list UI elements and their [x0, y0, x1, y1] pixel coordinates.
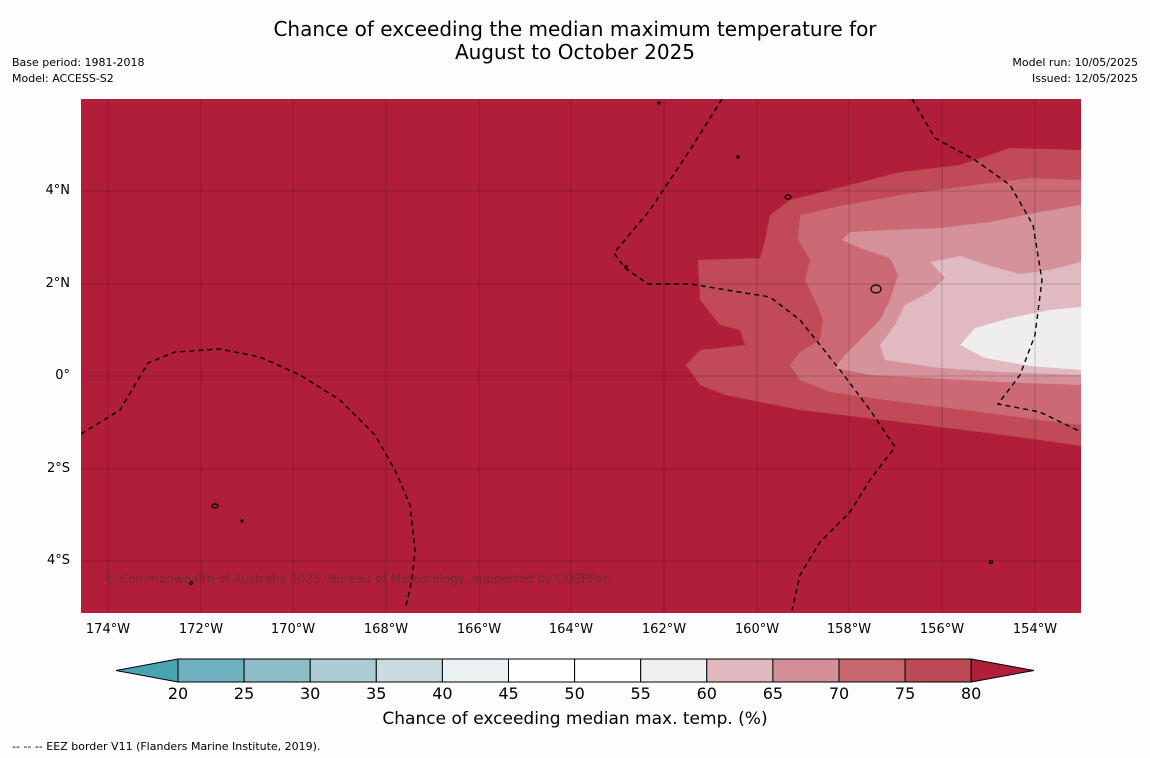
island-small-2: [211, 503, 219, 509]
lon-label-158w: 158°W: [826, 622, 872, 637]
lon-label-174w: 174°W: [85, 622, 131, 637]
eez-borders: [81, 99, 1081, 611]
colorbar-segment: [508, 658, 576, 683]
issued-date: Issued: 12/05/2025: [1031, 72, 1138, 85]
island-small-6: [188, 580, 194, 586]
lon-label-154w: 154°W: [1012, 622, 1058, 637]
colorbar-segment: [441, 658, 509, 683]
lon-label-170w: 170°W: [270, 622, 316, 637]
base-period: Base period: 1981-2018: [12, 56, 145, 69]
island-small-3: [736, 155, 740, 159]
lon-label-166w: 166°W: [456, 622, 502, 637]
island-small-8: [624, 265, 628, 269]
title-line-1: Chance of exceeding the median maximum t…: [273, 17, 877, 41]
eez-footnote: -- -- -- EEZ border V11 (Flanders Marine…: [12, 740, 321, 753]
colorbar-segment: [177, 658, 245, 683]
colorbar-title: Chance of exceeding median max. temp. (%…: [382, 709, 768, 729]
colorbar-segment: [243, 658, 311, 683]
model-run: Model run: 10/05/2025: [1012, 56, 1138, 69]
lon-label-168w: 168°W: [363, 622, 409, 637]
colorbar-tick-label: 80: [961, 684, 982, 703]
colorbar-tick-label: 60: [696, 684, 717, 703]
eez-border-east: [911, 99, 1081, 433]
issue-info: Model run: 10/05/2025 Issued: 12/05/2025: [1012, 55, 1138, 87]
colorbar-tick-label: 65: [762, 684, 784, 703]
lon-label-156w: 156°W: [919, 622, 965, 637]
title-line-2: August to October 2025: [454, 40, 696, 64]
colorbar-segment: [706, 658, 774, 683]
colorbar-tick-label: 50: [564, 684, 585, 703]
island-small-4: [657, 101, 661, 105]
lon-label-164w: 164°W: [548, 622, 594, 637]
colorbar-under-arrow: [115, 658, 179, 683]
colorbar-segment: [375, 658, 443, 683]
model-info: Base period: 1981-2018 Model: ACCESS-S2: [12, 55, 144, 87]
island-small-7: [240, 519, 244, 523]
colorbar-tick-label: 20: [167, 684, 189, 703]
colorbar-tick-label: 30: [300, 684, 321, 703]
lon-label-172w: 172°W: [178, 622, 224, 637]
colorbar-tick-label: 35: [366, 684, 387, 703]
lat-label-2s: 2°S: [46, 461, 70, 476]
colorbar-segment: [838, 658, 906, 683]
lat-label-0: 0°: [55, 368, 70, 383]
island-kiritimati: [870, 284, 882, 294]
colorbar: [115, 658, 1035, 683]
island-small-1: [784, 194, 792, 200]
colorbar-tick-label: 55: [630, 684, 651, 703]
colorbar-tick-label: 40: [432, 684, 453, 703]
gridlines: [81, 99, 1081, 613]
colorbar-tick-label: 25: [233, 684, 255, 703]
colorbar-segment: [574, 658, 642, 683]
model-name: Model: ACCESS-S2: [12, 72, 114, 85]
eez-border-west: [81, 348, 416, 607]
lat-label-2n: 2°N: [45, 276, 71, 291]
probability-band-55: [960, 307, 1081, 370]
colorbar-over-arrow: [970, 658, 1035, 683]
lat-label-4s: 4°S: [46, 553, 70, 568]
colorbar-segment: [772, 658, 840, 683]
colorbar-segment: [309, 658, 377, 683]
copyright-notice: © Commonwealth of Australia 2025, Bureau…: [104, 572, 610, 586]
colorbar-tick-label: 45: [498, 684, 519, 703]
colorbar-segment: [904, 658, 972, 683]
lon-label-160w: 160°W: [734, 622, 780, 637]
lat-label-4n: 4°N: [45, 183, 71, 198]
colorbar-tick-label: 70: [828, 684, 850, 703]
islands: [188, 101, 994, 586]
colorbar-tick-label: 75: [894, 684, 916, 703]
colorbar-segment: [640, 658, 708, 683]
chart-title: Chance of exceeding the median maximum t…: [0, 18, 1150, 64]
island-small-5: [988, 559, 994, 565]
lon-label-162w: 162°W: [641, 622, 687, 637]
